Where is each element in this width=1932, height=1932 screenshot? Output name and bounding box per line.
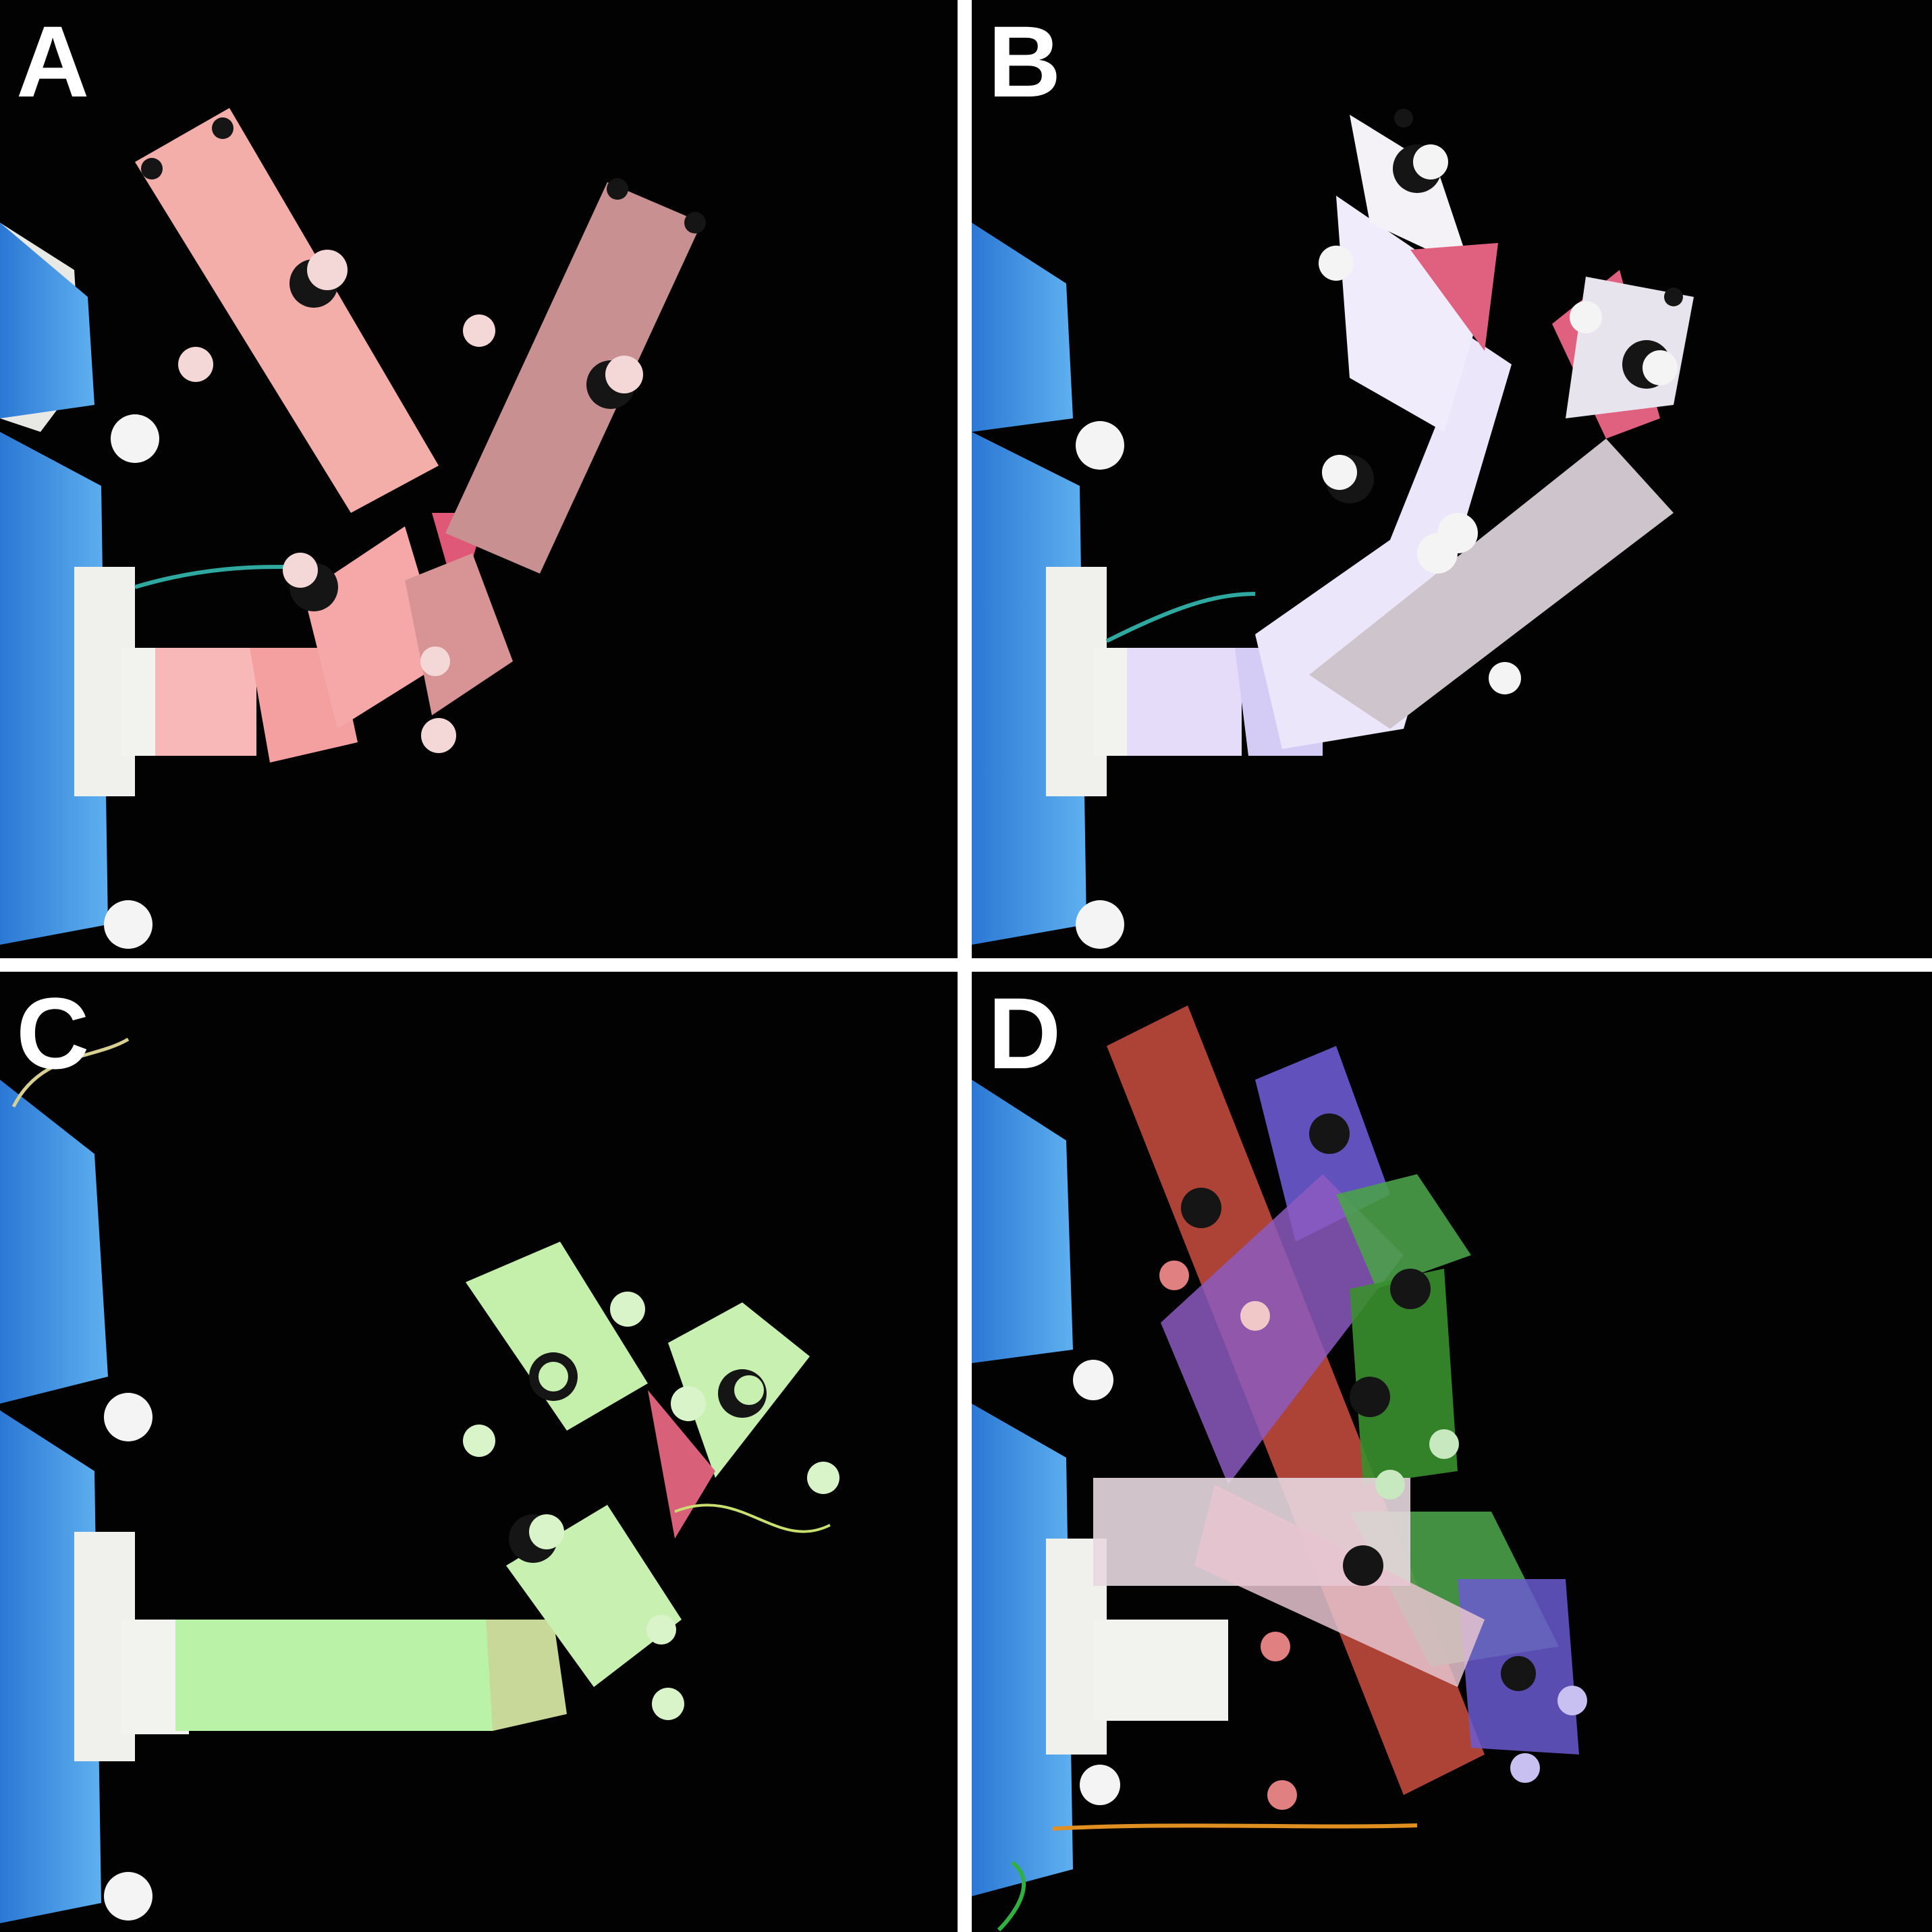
panel-a: A: [0, 0, 958, 958]
panel-b-photo: [972, 109, 1694, 949]
robot-arm-d: [1093, 1005, 1587, 1810]
panel-label-c: C: [16, 976, 90, 1090]
mount-tape: [0, 1037, 189, 1923]
mount-tape: [972, 1080, 1418, 1932]
mount-tape: [972, 223, 1256, 949]
panel-label-d: D: [988, 976, 1061, 1090]
robot-arm-b: [1127, 109, 1694, 756]
panel-c-photo: [0, 1037, 839, 1923]
panel-d: D: [972, 972, 1932, 1932]
panel-d-photo: [972, 1005, 1587, 1932]
robot-arm-a: [135, 108, 706, 763]
panel-c: C: [0, 972, 958, 1932]
robot-arm-c: [175, 1242, 839, 1731]
panel-label-b: B: [988, 5, 1061, 118]
panel-b: B: [972, 0, 1932, 958]
panel-a-photo: [0, 108, 706, 949]
panel-label-a: A: [16, 5, 90, 118]
